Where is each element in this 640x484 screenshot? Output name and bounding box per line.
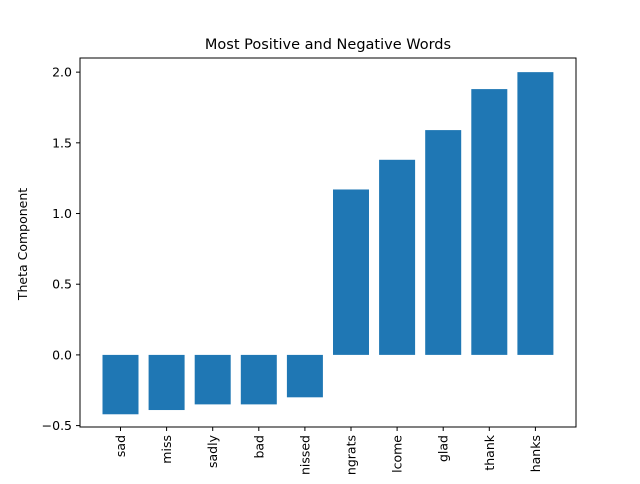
y-tick-label: 0.0 [52,347,72,362]
x-tick-label: ngrats [344,435,359,475]
bar-thank [471,89,508,355]
x-tick-label: lcome [390,435,405,473]
x-tick-label: hanks [528,435,543,472]
y-tick-label: 1.0 [52,206,72,221]
x-ticks: sad miss sadly bad nissed ngrats lcome glad than… [113,427,543,475]
x-tick-label: thank [482,434,497,470]
y-axis-label: Theta Component [15,188,30,301]
bars-layer [102,72,554,415]
y-tick-label: 0.5 [52,277,72,292]
bar-sadly [194,354,231,405]
y-tick-label: −0.5 [42,418,72,433]
chart-title: Most Positive and Negative Words [205,37,451,53]
y-tick-label: 2.0 [52,65,72,80]
y-ticks: −0.5 0.0 0.5 1.0 1.5 2.0 [42,65,80,433]
x-tick-label: bad [251,435,266,459]
x-tick-label: nissed [297,435,312,475]
x-tick-label: glad [436,435,451,462]
x-tick-label: sad [113,435,128,457]
bar-thanks [517,72,554,355]
y-tick-label: 1.5 [52,135,72,150]
plot-frame [79,57,577,428]
bar-congrats [333,189,369,355]
bar-miss [148,354,185,411]
bar-bad [240,354,277,405]
bar-glad [425,130,462,355]
x-tick-label: miss [159,435,174,464]
bar-sad [102,354,139,415]
bar-welcome [379,159,416,355]
x-tick-label: sadly [205,434,220,468]
bar-missed [286,354,323,398]
